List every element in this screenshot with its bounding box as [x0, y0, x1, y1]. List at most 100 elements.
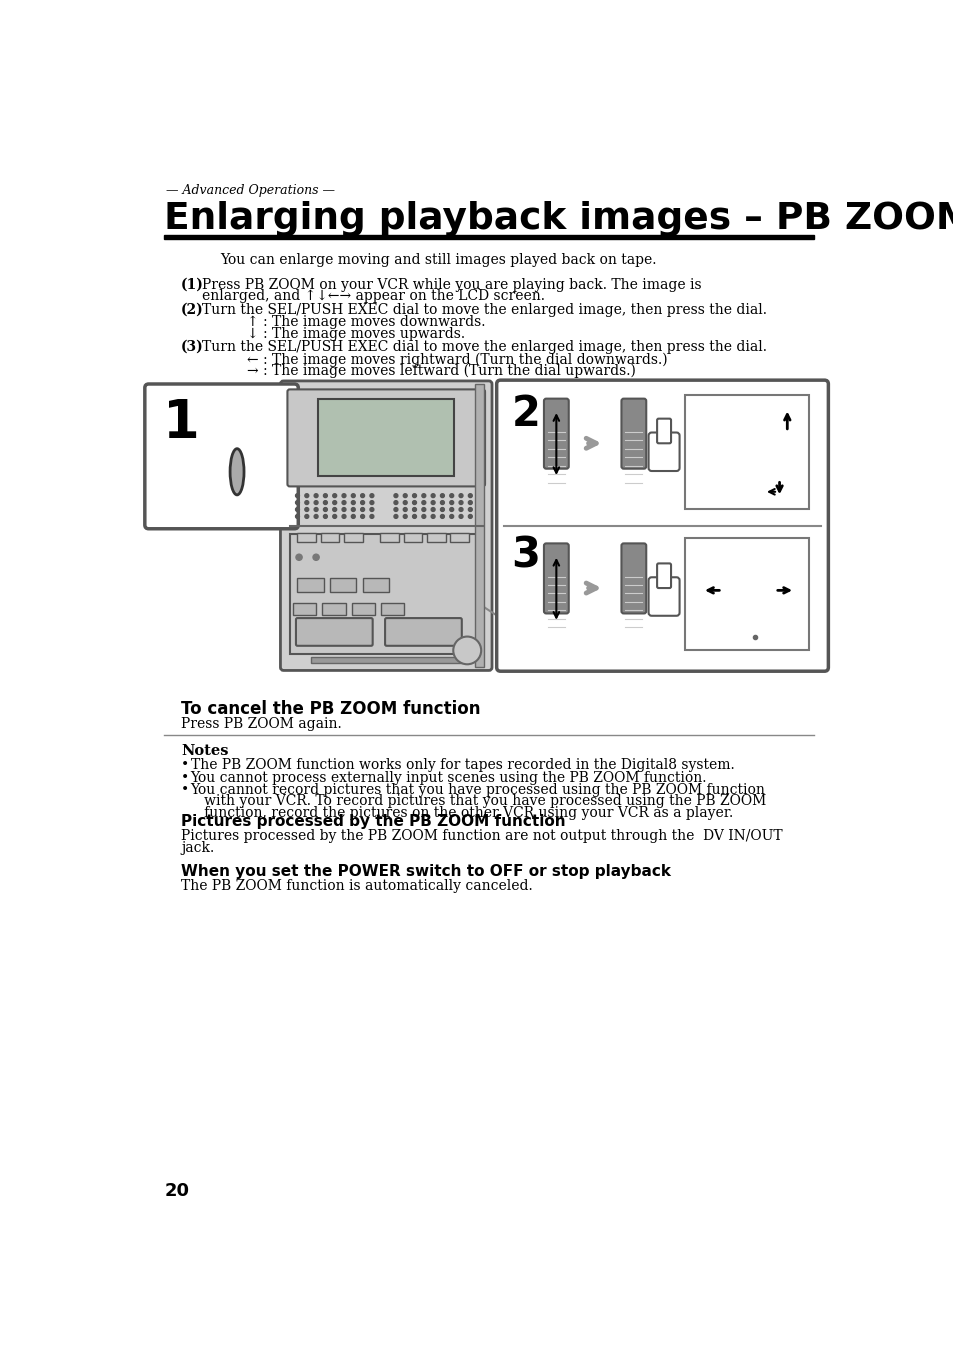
Text: The PB ZOOM function works only for tapes recorded in the Digital8 system.: The PB ZOOM function works only for tape… [191, 758, 734, 772]
Text: 3: 3 [511, 535, 539, 577]
Circle shape [323, 507, 327, 511]
Bar [318, 399, 454, 476]
Ellipse shape [230, 449, 244, 495]
Circle shape [449, 493, 454, 498]
Circle shape [449, 500, 454, 504]
Circle shape [370, 500, 374, 504]
Circle shape [295, 554, 302, 560]
Text: 1: 1 [162, 397, 199, 449]
Circle shape [370, 507, 374, 511]
Circle shape [370, 515, 374, 518]
Circle shape [403, 500, 407, 504]
Circle shape [431, 500, 435, 504]
Circle shape [453, 637, 480, 664]
Circle shape [342, 493, 346, 498]
Text: Press PB ZOOM on your VCR while you are playing back. The image is: Press PB ZOOM on your VCR while you are … [202, 277, 701, 292]
Circle shape [351, 500, 355, 504]
Bar [450, 534, 468, 542]
Bar [403, 534, 422, 542]
Circle shape [458, 515, 462, 518]
FancyBboxPatch shape [280, 381, 492, 671]
Text: ↑ : The image moves downwards.: ↑ : The image moves downwards. [247, 315, 485, 330]
Text: jack.: jack. [181, 841, 214, 856]
Circle shape [421, 493, 425, 498]
Text: ← : The image moves rightward (Turn the dial downwards.): ← : The image moves rightward (Turn the … [247, 353, 667, 366]
Text: → : The image moves leftward (Turn the dial upwards.): → : The image moves leftward (Turn the d… [247, 364, 636, 379]
Circle shape [394, 515, 397, 518]
Circle shape [394, 500, 397, 504]
Circle shape [412, 493, 416, 498]
Bar [362, 579, 389, 592]
Circle shape [314, 500, 317, 504]
Bar [322, 603, 345, 615]
Circle shape [333, 500, 336, 504]
Circle shape [323, 500, 327, 504]
Circle shape [458, 507, 462, 511]
Text: Turn the SEL/PUSH EXEC dial to move the enlarged image, then press the dial.: Turn the SEL/PUSH EXEC dial to move the … [202, 341, 766, 354]
Bar [352, 603, 375, 615]
Circle shape [468, 500, 472, 504]
Text: The PB ZOOM function is automatically canceled.: The PB ZOOM function is automatically ca… [181, 879, 533, 894]
Bar [297, 534, 315, 542]
Circle shape [314, 507, 317, 511]
Bar [320, 534, 339, 542]
Text: 2: 2 [511, 393, 539, 435]
Text: Turn the SEL/PUSH EXEC dial to move the enlarged image, then press the dial.: Turn the SEL/PUSH EXEC dial to move the … [202, 303, 766, 318]
Bar [293, 603, 315, 615]
FancyBboxPatch shape [287, 389, 484, 487]
Circle shape [421, 507, 425, 511]
Text: •: • [181, 783, 190, 796]
Bar [311, 657, 461, 662]
Circle shape [421, 500, 425, 504]
Text: — Advanced Operations —: — Advanced Operations — [166, 184, 335, 197]
Circle shape [305, 515, 309, 518]
Bar [380, 534, 398, 542]
Bar [297, 579, 323, 592]
FancyBboxPatch shape [620, 399, 645, 469]
Circle shape [403, 493, 407, 498]
Circle shape [412, 507, 416, 511]
Circle shape [468, 507, 472, 511]
Circle shape [305, 507, 309, 511]
Circle shape [351, 515, 355, 518]
Circle shape [431, 493, 435, 498]
Circle shape [323, 515, 327, 518]
Circle shape [421, 515, 425, 518]
Bar [381, 603, 404, 615]
FancyBboxPatch shape [657, 419, 670, 443]
Circle shape [431, 515, 435, 518]
FancyBboxPatch shape [620, 544, 645, 614]
Circle shape [314, 493, 317, 498]
Bar [684, 538, 808, 650]
Text: function, record the pictures on the other VCR using your VCR as a player.: function, record the pictures on the oth… [191, 806, 732, 819]
Bar [427, 534, 445, 542]
Circle shape [295, 493, 299, 498]
Text: Notes: Notes [181, 745, 229, 758]
FancyBboxPatch shape [648, 433, 679, 470]
Circle shape [403, 515, 407, 518]
Text: with your VCR. To record pictures that you have processed using the PB ZOOM: with your VCR. To record pictures that y… [191, 795, 765, 808]
Circle shape [295, 500, 299, 504]
Text: (1): (1) [181, 277, 204, 292]
Bar [344, 534, 362, 542]
Circle shape [449, 515, 454, 518]
Text: enlarged, and ↑↓←→ appear on the LCD screen.: enlarged, and ↑↓←→ appear on the LCD scr… [202, 289, 544, 303]
Circle shape [412, 500, 416, 504]
Text: •: • [181, 771, 190, 784]
Circle shape [440, 493, 444, 498]
Circle shape [333, 515, 336, 518]
Circle shape [449, 507, 454, 511]
Circle shape [360, 507, 364, 511]
Text: Pictures processed by the PB ZOOM function: Pictures processed by the PB ZOOM functi… [181, 814, 565, 829]
Bar [475, 384, 484, 668]
Circle shape [370, 493, 374, 498]
Circle shape [412, 515, 416, 518]
Circle shape [431, 507, 435, 511]
FancyBboxPatch shape [385, 618, 461, 646]
Circle shape [295, 515, 299, 518]
Text: (3): (3) [181, 341, 204, 354]
Text: Press PB ZOOM again.: Press PB ZOOM again. [181, 717, 341, 730]
Bar [330, 579, 356, 592]
Circle shape [295, 507, 299, 511]
Circle shape [323, 493, 327, 498]
